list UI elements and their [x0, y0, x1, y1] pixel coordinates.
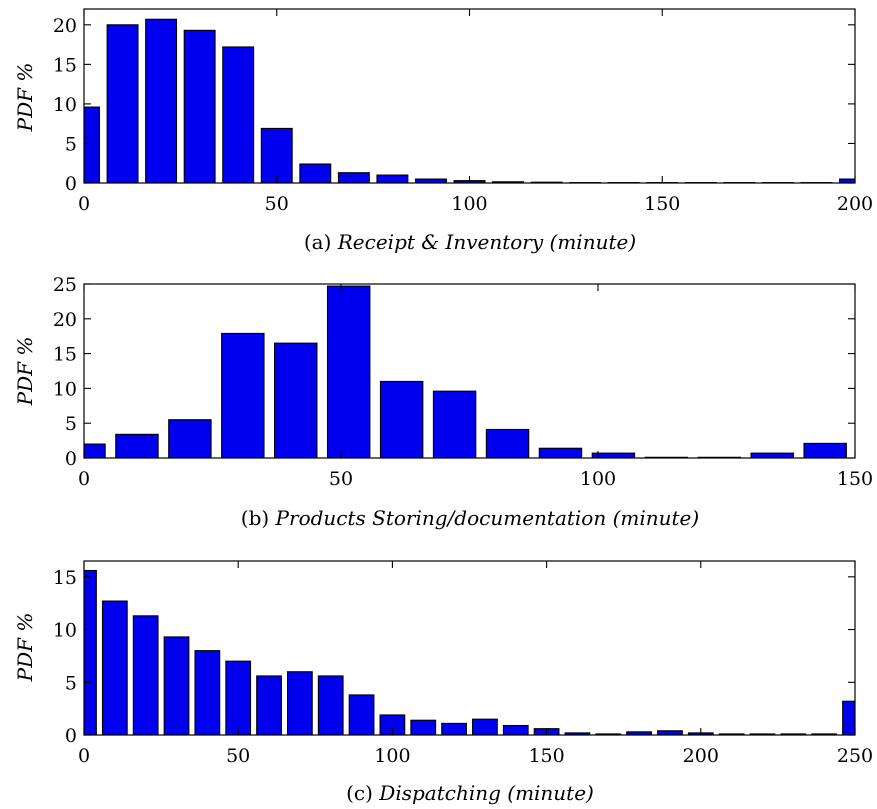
- panel-c-bar: [564, 732, 591, 735]
- panel-b-ytick-label: 15: [53, 344, 77, 366]
- panel-b-ytick-label: 5: [65, 413, 77, 435]
- panel-a-ylabel: PDF %: [13, 63, 37, 133]
- panel-b-ylabel: PDF %: [13, 337, 37, 407]
- panel-a-bar: [299, 163, 332, 183]
- panel-c-frame: [83, 560, 856, 736]
- panel-b-caption: (b) Products Storing/documentation (minu…: [241, 506, 699, 530]
- panel-c-bar: [101, 600, 128, 735]
- panel-b: PDF % 0 50 100 150 0 5 10 15 20 25 (b) Products S…: [13, 274, 873, 530]
- panel-a-xtick-label: 150: [644, 193, 680, 215]
- panel-c-caption: (c) Dispatching (minute): [346, 781, 594, 805]
- panel-b-bar: [432, 390, 477, 458]
- panel-c-bar: [132, 615, 159, 735]
- panel-c-ytick-label: 10: [53, 620, 77, 642]
- panel-c-bar: [472, 718, 498, 735]
- panel-c-ytick-label: 15: [53, 567, 77, 589]
- panel-c-bar: [317, 675, 344, 735]
- panel-b-bar: [538, 447, 583, 458]
- panel-a-xtick-label: 100: [451, 193, 487, 215]
- panel-c-xtick-label: 100: [374, 745, 410, 767]
- panel-b-xtick-label: 50: [329, 468, 353, 490]
- panel-a-xtick-label: 50: [265, 193, 289, 215]
- panel-b-bar: [803, 442, 847, 458]
- panel-c-bars: [84, 569, 855, 735]
- panel-c-xtick-label: 250: [837, 745, 873, 767]
- panel-c-bar: [441, 722, 467, 735]
- panel-c-bar: [286, 671, 313, 735]
- panel-b-ticks: 0 50 100 150 0 5 10 15 20 25: [53, 274, 873, 490]
- panel-b-bar: [168, 419, 212, 458]
- panel-a: PDF % 0 50 100 150 200 0 5 10 15 20 (a) Receipt &…: [13, 8, 873, 254]
- panel-b-bar: [750, 452, 794, 458]
- panel-c-xtick-label: 0: [78, 745, 90, 767]
- panel-b-bar: [84, 443, 106, 458]
- panel-b-ytick-label: 20: [53, 309, 77, 331]
- panel-c-bar: [502, 724, 529, 735]
- panel-a-ytick-label: 0: [65, 173, 77, 195]
- panel-a-frame: [83, 8, 856, 184]
- panel-a-xtick-label: 0: [78, 193, 90, 215]
- panel-b-frame: [83, 283, 856, 459]
- panel-c-xtick-label: 50: [226, 745, 250, 767]
- panel-b-bar: [326, 285, 371, 458]
- panel-b-bars: [84, 285, 847, 458]
- panel-a-bar: [106, 24, 139, 183]
- panel-a-bar: [839, 178, 855, 183]
- panel-b-bar: [379, 380, 424, 458]
- panel-a-bar: [222, 46, 255, 183]
- panel-c-bar: [163, 636, 190, 735]
- panel-a-ytick-label: 20: [53, 15, 77, 37]
- panel-a-ticks: 0 50 100 150 200 0 5 10 15 20: [53, 9, 873, 215]
- panel-b-ytick-label: 10: [53, 378, 77, 400]
- panel-a-ytick-label: 10: [53, 94, 77, 116]
- panel-b-xtick-label: 0: [78, 468, 90, 490]
- panel-b-bar: [221, 332, 265, 458]
- panel-a-bar: [376, 174, 409, 183]
- panel-c-ylabel: PDF %: [13, 613, 37, 683]
- panel-a-ytick-label: 5: [65, 133, 77, 155]
- panel-a-bar: [337, 172, 370, 183]
- panel-b-ytick-label: 0: [65, 448, 77, 470]
- panel-c-bar: [225, 660, 252, 735]
- panel-c-bar: [379, 714, 406, 735]
- panel-b-bar: [485, 428, 530, 458]
- panel-a-bar: [260, 127, 293, 183]
- panel-c-bar: [256, 675, 282, 735]
- panel-a-xtick-label: 200: [837, 193, 873, 215]
- panel-c-bar: [348, 694, 375, 735]
- panel-a-bars: [84, 18, 855, 183]
- panel-c-ytick-label: 0: [65, 725, 77, 747]
- panel-c-bar: [194, 650, 221, 735]
- panel-c-bar: [657, 730, 683, 735]
- panel-c-bar: [84, 569, 97, 735]
- panel-c-xtick-label: 200: [683, 745, 719, 767]
- panel-b-bar: [115, 433, 159, 458]
- panel-c-xtick-label: 150: [528, 745, 564, 767]
- panel-c: PDF % 0 50 100 150 200 250 0 5 10 15 (c) Dispatch…: [13, 560, 873, 805]
- panel-b-bar: [591, 452, 636, 458]
- panel-a-bar: [145, 18, 178, 183]
- panel-b-xtick-label: 100: [580, 468, 616, 490]
- panel-a-ytick-label: 15: [53, 54, 77, 76]
- panel-c-bar: [626, 731, 653, 735]
- panel-a-bar: [414, 178, 447, 183]
- panel-c-ytick-label: 5: [65, 672, 77, 694]
- panel-a-caption: (a) Receipt & Inventory (minute): [304, 230, 636, 254]
- panel-b-bar: [274, 342, 318, 458]
- panel-b-ytick-label: 25: [53, 274, 77, 296]
- panel-a-bar: [183, 29, 216, 183]
- panel-c-bar: [410, 719, 437, 735]
- panel-b-xtick-label: 150: [837, 468, 873, 490]
